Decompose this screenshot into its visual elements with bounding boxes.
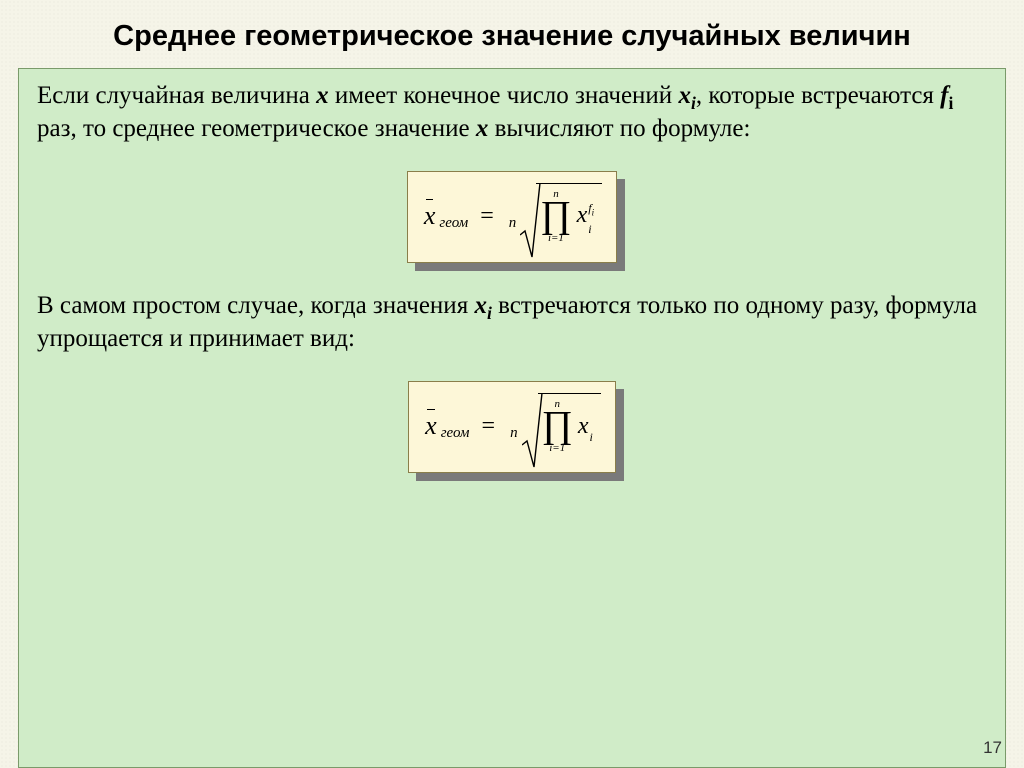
slide-title: Среднее геометрическое значение случайны… bbox=[18, 10, 1006, 68]
subscript-geom: геом bbox=[441, 425, 470, 442]
radical: n ∏ i=1 x . i bbox=[524, 399, 599, 455]
term-sub: i bbox=[588, 223, 594, 235]
var-f-i: fi bbox=[940, 82, 953, 109]
formula-1-wrap: x геом = n n ∏ i=1 bbox=[37, 171, 987, 263]
page-number: 17 bbox=[983, 738, 1002, 758]
formula-2: x геом = n n ∏ i=1 bbox=[408, 381, 616, 473]
pi-symbol: ∏ bbox=[542, 411, 573, 440]
formula-shadow: x геом = n n ∏ i=1 bbox=[408, 381, 616, 473]
paragraph-2: В самом простом случае, когда значения x… bbox=[37, 289, 987, 355]
equals-sign: = bbox=[482, 413, 496, 440]
p1-text: Если случайная величина bbox=[37, 82, 316, 109]
formula-1: x геом = n n ∏ i=1 bbox=[407, 171, 617, 263]
term-xi-fi: x fi i bbox=[577, 202, 595, 235]
p1-text: имеет конечное число значений bbox=[329, 82, 679, 109]
p1-text: раз, то среднее геометрическое значение bbox=[37, 115, 476, 142]
slide: Среднее геометрическое значение случайны… bbox=[0, 0, 1024, 768]
product-operator: n ∏ i=1 bbox=[540, 189, 571, 245]
x-bar: x bbox=[424, 201, 436, 231]
pi-symbol: ∏ bbox=[540, 201, 571, 230]
root-index: n bbox=[509, 215, 517, 232]
term-sub: i bbox=[590, 431, 593, 443]
p2-text: В самом простом случае, когда значения bbox=[37, 292, 474, 319]
var-x-i: xi bbox=[678, 82, 695, 109]
radicand: n ∏ i=1 x fi i bbox=[536, 189, 600, 245]
radical: n ∏ i=1 x fi i bbox=[522, 189, 600, 245]
term-xi: x . i bbox=[578, 413, 593, 443]
equals-sign: = bbox=[480, 203, 494, 230]
var-x-i: xi bbox=[474, 292, 491, 319]
p1-text: , которые встречаются bbox=[696, 82, 940, 109]
term-sup: fi bbox=[588, 202, 594, 217]
p1-text: вычисляют по формуле: bbox=[488, 115, 750, 142]
paragraph-1: Если случайная величина x имеет конечное… bbox=[37, 79, 987, 145]
formula-shadow: x геом = n n ∏ i=1 bbox=[407, 171, 617, 263]
x-bar: x bbox=[425, 411, 437, 441]
radicand: n ∏ i=1 x . i bbox=[538, 399, 599, 455]
product-operator: n ∏ i=1 bbox=[542, 399, 573, 455]
subscript-geom: геом bbox=[439, 215, 468, 232]
formula-2-wrap: x геом = n n ∏ i=1 bbox=[37, 381, 987, 473]
var-x: x bbox=[316, 82, 329, 109]
var-x: x bbox=[476, 115, 489, 142]
radical-sign bbox=[524, 399, 538, 455]
radical-sign bbox=[522, 189, 536, 245]
content-box: Если случайная величина x имеет конечное… bbox=[18, 68, 1006, 768]
root-index: n bbox=[510, 425, 518, 442]
